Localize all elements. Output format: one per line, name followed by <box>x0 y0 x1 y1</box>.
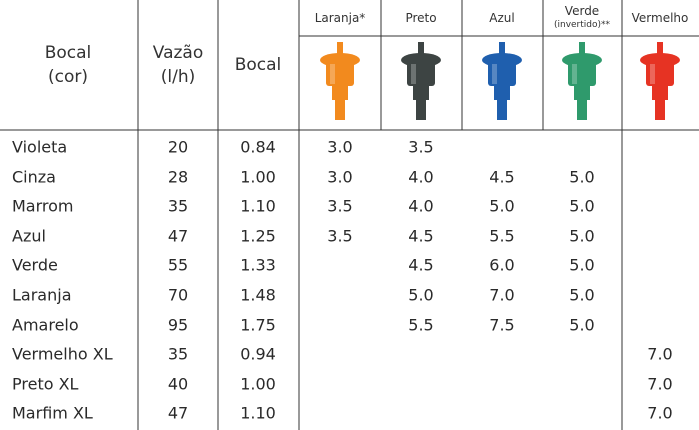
column-header: Verde <box>565 4 599 18</box>
column-header: Bocal <box>45 42 92 64</box>
column-header: Vermelho <box>632 11 689 25</box>
table-cell: 1.25 <box>240 226 276 245</box>
table-cell: 5.0 <box>489 197 514 216</box>
table-cell: 47 <box>168 404 188 423</box>
row-label: Laranja <box>12 286 72 305</box>
table-cell: 70 <box>168 286 188 305</box>
table-cell: 4.5 <box>408 226 433 245</box>
table-cell: 4.0 <box>408 167 433 186</box>
table-cell: 3.5 <box>327 197 352 216</box>
table-cell: 1.48 <box>240 286 276 305</box>
table-cell: 1.10 <box>240 404 276 423</box>
table-cell: 5.5 <box>408 315 433 334</box>
table-cell: 1.75 <box>240 315 276 334</box>
table-cell: 3.5 <box>408 138 433 157</box>
table-cell: 1.10 <box>240 197 276 216</box>
table-cell: 7.0 <box>647 345 672 364</box>
row-label: Violeta <box>12 138 67 157</box>
table-cell: 4.0 <box>408 197 433 216</box>
column-header: Bocal <box>235 54 282 76</box>
table-cell: 20 <box>168 138 188 157</box>
row-label: Marrom <box>12 197 74 216</box>
table-cell: 5.0 <box>408 286 433 305</box>
table-cell: 47 <box>168 226 188 245</box>
table-cell: 5.0 <box>569 197 594 216</box>
row-label: Vermelho XL <box>12 345 113 364</box>
table-cell: 5.0 <box>569 167 594 186</box>
table-cell: 1.33 <box>240 256 276 275</box>
table-cell: 3.0 <box>327 167 352 186</box>
table-cell: 4.5 <box>408 256 433 275</box>
table-cell: 0.84 <box>240 138 276 157</box>
table-cell: 7.0 <box>647 404 672 423</box>
table-cell: 7.0 <box>647 374 672 393</box>
table-cell: 0.94 <box>240 345 276 364</box>
nozzle-icon <box>640 42 680 120</box>
table-cell: 5.5 <box>489 226 514 245</box>
table-cell: 5.0 <box>569 226 594 245</box>
column-header: (l/h) <box>161 66 196 88</box>
column-header: Laranja* <box>315 11 366 25</box>
table-cell: 3.5 <box>327 226 352 245</box>
table-cell: 1.00 <box>240 167 276 186</box>
row-label: Cinza <box>12 167 56 186</box>
nozzle-icon <box>482 42 522 120</box>
table-cell: 35 <box>168 197 188 216</box>
nozzle-icon <box>401 42 441 120</box>
column-header: (cor) <box>48 66 88 88</box>
table-cell: 5.0 <box>569 315 594 334</box>
table-cell: 5.0 <box>569 286 594 305</box>
row-label: Azul <box>12 226 46 245</box>
column-header: Vazão <box>153 42 203 64</box>
nozzle-table: Bocal(cor)Vazão(l/h)BocalLaranja*PretoAz… <box>0 0 699 430</box>
table-cell: 4.5 <box>489 167 514 186</box>
nozzle-icon <box>562 42 602 120</box>
table-cell: 5.0 <box>569 256 594 275</box>
column-header: Preto <box>405 11 436 25</box>
table-cell: 1.00 <box>240 374 276 393</box>
table-cell: 7.0 <box>489 286 514 305</box>
row-label: Verde <box>12 256 58 275</box>
row-label: Marfim XL <box>12 404 93 423</box>
table-cell: 55 <box>168 256 188 275</box>
nozzle-icon <box>320 42 360 120</box>
row-label: Amarelo <box>12 315 79 334</box>
table-cell: 7.5 <box>489 315 514 334</box>
table-cell: 28 <box>168 167 188 186</box>
table-cell: 95 <box>168 315 188 334</box>
table-cell: 35 <box>168 345 188 364</box>
table-cell: 40 <box>168 374 188 393</box>
column-header-note: (invertido)** <box>554 20 610 30</box>
table-cell: 6.0 <box>489 256 514 275</box>
column-header: Azul <box>489 11 514 25</box>
table-cell: 3.0 <box>327 138 352 157</box>
row-label: Preto XL <box>12 374 78 393</box>
